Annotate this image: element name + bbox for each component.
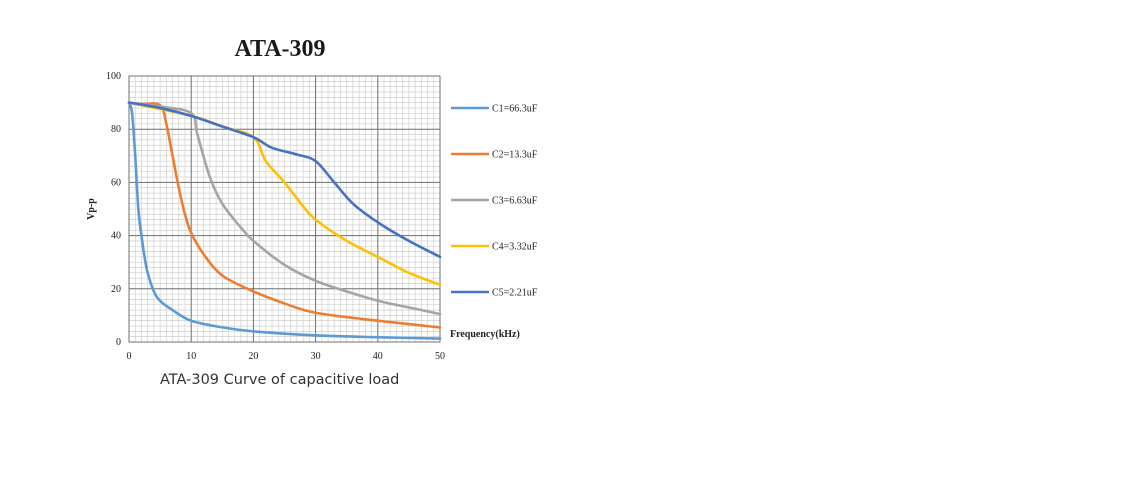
y-tick-label: 20 (111, 284, 121, 295)
chart-title: ATA-309 (234, 36, 325, 62)
x-tick-label: 50 (435, 351, 445, 362)
legend-label-c5: C5=2.21uF (492, 288, 538, 299)
y-tick-label: 0 (116, 337, 121, 348)
x-tick-label: 20 (248, 351, 258, 362)
y-tick-label: 60 (111, 177, 121, 188)
y-tick-label: 100 (106, 71, 121, 82)
legend-label-c1: C1=66.3uF (492, 104, 538, 115)
series-line-c1 (127, 101, 442, 340)
y-axis-label: Vp-p (86, 198, 97, 220)
x-tick-label: 40 (373, 351, 383, 362)
x-tick-label: 0 (127, 351, 132, 362)
series-line-c3 (127, 101, 442, 316)
y-tick-label: 40 (111, 231, 121, 242)
legend: C1=66.3uF C2=13.3uF C3=6.63uF C4=3.32uF C5=2… (451, 104, 538, 299)
series-line-c5 (127, 101, 442, 259)
x-axis-label: Frequency(kHz) (450, 329, 520, 340)
series-lines (127, 101, 442, 340)
legend-label-c4: C4=3.32uF (492, 242, 538, 253)
legend-label-c2: C2=13.3uF (492, 150, 538, 161)
legend-label-c3: C3=6.63uF (492, 196, 538, 207)
x-axis-ticks: 0 10 20 30 40 50 (127, 351, 446, 362)
y-axis-ticks: 0 20 40 60 80 100 (106, 71, 121, 348)
chart-caption: ATA-309 Curve of capacitive load (160, 372, 400, 388)
x-tick-label: 30 (311, 351, 321, 362)
y-tick-label: 80 (111, 124, 121, 135)
x-tick-label: 10 (186, 351, 196, 362)
